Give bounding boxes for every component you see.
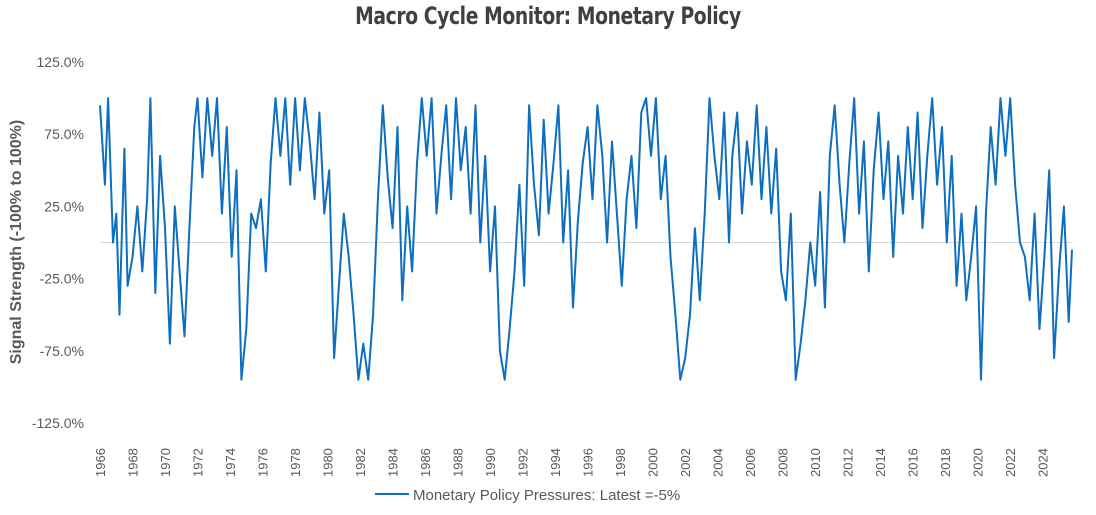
x-tick-label: 2012 — [841, 448, 856, 477]
x-tick-label: 1970 — [158, 448, 173, 477]
y-tick-label: -125.0% — [32, 415, 84, 431]
x-tick-label: 1990 — [483, 448, 498, 477]
x-tick-label: 2010 — [808, 448, 823, 477]
x-axis-ticks: 1966 1968 1970 1972 1974 1976 1978 1980 1982 1984… — [93, 448, 1051, 477]
x-tick-label: 1980 — [321, 448, 336, 477]
x-tick-label: 2000 — [646, 448, 661, 477]
x-tick-label: 1978 — [288, 448, 303, 477]
x-tick-label: 1972 — [191, 448, 206, 477]
chart-title: Macro Cycle Monitor: Monetary Policy — [355, 2, 741, 30]
x-tick-label: 2022 — [1003, 448, 1018, 477]
legend: Monetary Policy Pressures: Latest =-5% — [375, 487, 680, 504]
x-tick-label: 1974 — [223, 448, 238, 477]
x-tick-label: 1988 — [451, 448, 466, 477]
x-tick-label: 2018 — [938, 448, 953, 477]
y-axis-ticks: 125.0% 75.0% 25.0% -25.0% -75.0% -125.0% — [32, 54, 84, 431]
x-tick-label: 1994 — [548, 448, 563, 477]
x-tick-label: 2008 — [776, 448, 791, 477]
y-tick-label: 75.0% — [44, 126, 84, 142]
x-tick-label: 1998 — [613, 448, 628, 477]
x-tick-label: 2024 — [1036, 448, 1051, 477]
x-tick-label: 2004 — [711, 448, 726, 477]
y-tick-label: 125.0% — [37, 54, 84, 70]
y-axis-label: Signal Strength (-100% to 100%) — [8, 120, 25, 365]
x-tick-label: 1986 — [418, 448, 433, 477]
x-tick-label: 1968 — [126, 448, 141, 477]
y-tick-label: -75.0% — [40, 343, 84, 359]
series-line — [99, 97, 1073, 381]
x-tick-label: 1992 — [516, 448, 531, 477]
x-tick-label: 2020 — [971, 448, 986, 477]
x-tick-label: 1966 — [93, 448, 108, 477]
x-tick-label: 1982 — [353, 448, 368, 477]
legend-label: Monetary Policy Pressures: Latest =-5% — [413, 487, 680, 504]
x-tick-label: 2006 — [743, 448, 758, 477]
x-tick-label: 1984 — [386, 448, 401, 477]
y-tick-label: 25.0% — [44, 198, 84, 214]
x-tick-label: 2002 — [678, 448, 693, 477]
x-tick-label: 1996 — [581, 448, 596, 477]
y-tick-label: -25.0% — [40, 271, 84, 287]
x-tick-label: 2016 — [906, 448, 921, 477]
x-tick-label: 1976 — [256, 448, 271, 477]
x-tick-label: 2014 — [873, 448, 888, 477]
